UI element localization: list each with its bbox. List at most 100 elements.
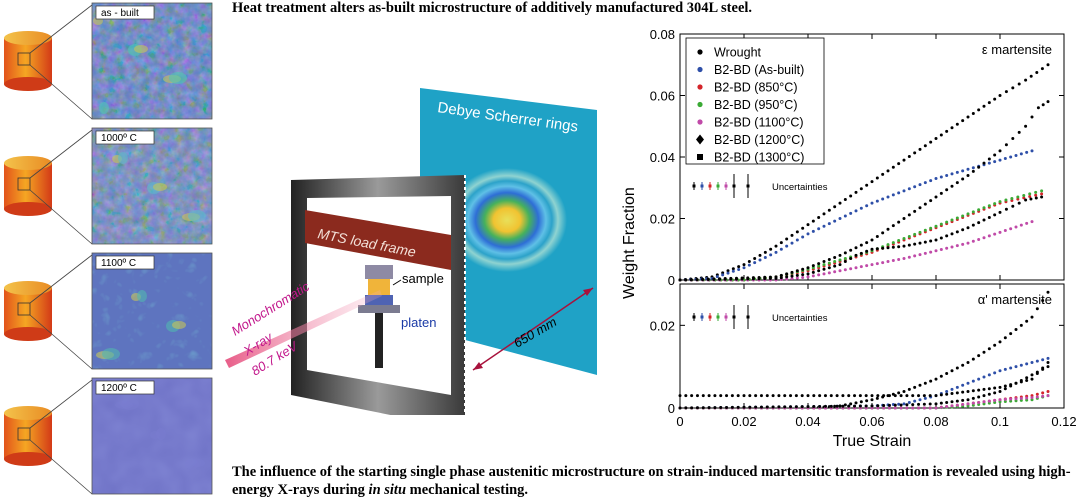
y-tick-label: 0.02 bbox=[650, 212, 675, 227]
data-point bbox=[966, 398, 970, 402]
data-point bbox=[1025, 378, 1029, 382]
data-point bbox=[934, 249, 938, 253]
data-point bbox=[811, 219, 815, 223]
data-point bbox=[923, 181, 927, 185]
data-point bbox=[899, 406, 903, 410]
data-point bbox=[742, 266, 746, 270]
data-point bbox=[897, 245, 901, 249]
data-point bbox=[961, 177, 965, 181]
data-point bbox=[1004, 90, 1008, 94]
uncertainty-bar bbox=[708, 184, 712, 188]
data-point bbox=[811, 229, 815, 233]
data-point bbox=[961, 403, 965, 407]
data-point bbox=[891, 241, 895, 245]
data-point bbox=[913, 242, 917, 246]
data-point bbox=[841, 394, 845, 398]
y-tick-label: 0 bbox=[668, 273, 675, 288]
data-point bbox=[827, 222, 831, 226]
data-point bbox=[966, 212, 970, 216]
data-point bbox=[801, 275, 805, 279]
data-point bbox=[971, 403, 975, 407]
data-point bbox=[859, 251, 863, 255]
data-point bbox=[977, 403, 981, 407]
data-point bbox=[1024, 198, 1028, 202]
data-point bbox=[955, 403, 959, 407]
data-point bbox=[1046, 389, 1050, 393]
data-point bbox=[779, 276, 783, 280]
uncertainty-bar bbox=[700, 184, 704, 188]
data-point bbox=[887, 394, 891, 398]
data-point bbox=[998, 385, 1002, 389]
data-point bbox=[886, 243, 890, 247]
data-point bbox=[678, 278, 682, 282]
data-point bbox=[923, 381, 927, 385]
data-point bbox=[913, 254, 917, 258]
data-point bbox=[1035, 370, 1039, 374]
data-point bbox=[893, 394, 897, 398]
data-point bbox=[987, 101, 991, 105]
data-point bbox=[794, 405, 798, 409]
data-point bbox=[833, 260, 837, 264]
data-point bbox=[939, 175, 943, 179]
data-point bbox=[950, 172, 954, 176]
data-point bbox=[817, 215, 821, 219]
data-point bbox=[1024, 124, 1028, 128]
data-point bbox=[753, 256, 757, 260]
micrograph-2: 1000º C bbox=[4, 127, 213, 245]
data-point bbox=[718, 277, 722, 281]
uncertainty-label: Uncertainties bbox=[772, 313, 828, 324]
data-point bbox=[882, 404, 886, 408]
data-point bbox=[1016, 197, 1020, 201]
data-point bbox=[811, 274, 815, 278]
data-point bbox=[849, 267, 853, 271]
data-point bbox=[1035, 395, 1039, 399]
data-point bbox=[993, 391, 997, 395]
data-point bbox=[838, 269, 842, 273]
data-point bbox=[1030, 361, 1034, 365]
data-point bbox=[966, 226, 970, 230]
data-point bbox=[875, 262, 879, 266]
data-point bbox=[865, 183, 869, 187]
data-point bbox=[875, 176, 879, 180]
data-point bbox=[870, 263, 874, 267]
data-point bbox=[695, 277, 699, 281]
data-point bbox=[1040, 192, 1044, 196]
data-point bbox=[854, 209, 858, 213]
data-point bbox=[713, 406, 717, 410]
data-point bbox=[757, 275, 761, 279]
micrograph-label: 1100º C bbox=[101, 258, 136, 269]
data-point bbox=[1017, 201, 1021, 205]
data-point bbox=[1003, 399, 1007, 403]
data-point bbox=[771, 394, 775, 398]
data-point bbox=[1036, 106, 1040, 110]
data-point bbox=[993, 400, 997, 404]
data-point bbox=[684, 278, 688, 282]
data-point bbox=[858, 394, 862, 398]
data-point bbox=[945, 372, 949, 376]
data-point bbox=[843, 198, 847, 202]
data-point bbox=[966, 389, 970, 393]
data-point bbox=[934, 377, 938, 381]
data-point bbox=[736, 405, 740, 409]
data-point bbox=[731, 269, 735, 273]
data-point bbox=[838, 404, 842, 408]
uncertainty-bar bbox=[732, 184, 736, 188]
data-point bbox=[789, 394, 793, 398]
data-point bbox=[1009, 384, 1013, 388]
experiment-schematic: Debye Scherrer rings MTS load frame samp… bbox=[225, 88, 597, 415]
data-point bbox=[1034, 196, 1038, 200]
uncertainty-bar bbox=[732, 315, 736, 319]
data-point bbox=[913, 185, 917, 189]
y-axis-label: Weight Fraction bbox=[621, 187, 638, 299]
data-point bbox=[923, 396, 927, 400]
data-point bbox=[966, 167, 970, 171]
uncertainty-bar bbox=[746, 315, 750, 319]
data-point bbox=[971, 389, 975, 393]
data-point bbox=[721, 271, 725, 275]
data-point bbox=[785, 244, 789, 248]
data-point bbox=[731, 267, 735, 271]
data-point bbox=[1024, 78, 1028, 82]
data-point bbox=[1014, 397, 1018, 401]
data-point bbox=[838, 217, 842, 220]
data-point bbox=[1034, 193, 1038, 197]
